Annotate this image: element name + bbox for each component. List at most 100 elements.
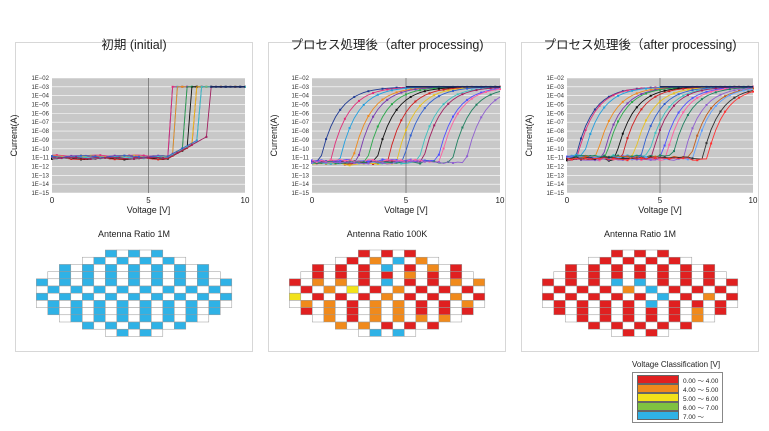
wafer-die <box>576 307 589 316</box>
wafer-die <box>162 300 175 308</box>
wafer-die <box>691 300 704 308</box>
iv-marker <box>700 98 703 101</box>
wafer-die <box>93 264 106 272</box>
iv-marker <box>456 87 459 90</box>
iv-marker <box>329 162 332 165</box>
panel-title-after-1m: プロセス処理後（after processing) <box>543 38 737 52</box>
iv-marker <box>325 161 328 164</box>
wafer-die <box>588 278 601 287</box>
wafer-die <box>680 256 693 265</box>
iv-marker <box>724 110 727 113</box>
wafer-die <box>599 300 612 308</box>
wafer-die <box>346 300 359 308</box>
wafer-die <box>105 307 118 316</box>
iv-chart-0: 1E−15 1E−14 1E−13 1E−12 1E−11 1E−10 1E−09 1E−08… <box>9 76 250 215</box>
iv-marker <box>466 155 469 158</box>
iv-marker <box>654 131 657 134</box>
wafer-die <box>70 264 83 272</box>
y-tick-label: 1E−04 <box>31 94 49 100</box>
iv-marker <box>152 157 155 160</box>
wafer-die <box>565 264 578 272</box>
wafer-die <box>358 264 371 272</box>
wafer-die <box>105 321 118 330</box>
wafer-die <box>450 278 463 287</box>
wafer-die <box>82 256 95 265</box>
iv-marker <box>437 161 440 164</box>
wafer-die <box>36 292 49 301</box>
wafer-die <box>162 321 175 330</box>
iv-marker <box>75 156 78 159</box>
y-tick-label: 1E−05 <box>31 103 49 109</box>
iv-marker <box>682 87 685 90</box>
wafer-die <box>427 307 440 316</box>
iv-marker <box>686 114 689 116</box>
wafer-die <box>680 285 693 294</box>
iv-marker <box>631 158 634 161</box>
iv-marker <box>400 159 403 162</box>
wafer-die <box>197 278 210 287</box>
iv-marker <box>649 88 652 91</box>
wafer-die <box>714 278 727 287</box>
wafer-die <box>70 314 83 323</box>
iv-marker <box>705 87 708 90</box>
wafer-die <box>197 307 210 316</box>
wafer-die <box>174 321 187 330</box>
wafer-die <box>128 314 141 323</box>
iv-marker <box>612 123 615 126</box>
wafer-die <box>473 300 486 308</box>
wafer-die <box>392 285 405 294</box>
wafer-die <box>36 278 49 287</box>
iv-marker <box>691 97 694 100</box>
wafer-die <box>611 328 624 337</box>
wafer-die <box>128 285 141 294</box>
wafer-die <box>139 314 152 323</box>
wafer-die <box>461 271 474 280</box>
wafer-die <box>691 278 704 287</box>
legend-item: 7.00 〜 <box>637 411 718 421</box>
wafer-die <box>381 300 394 308</box>
wafer-die <box>151 300 164 308</box>
y-tick-label: 1E−15 <box>546 191 564 197</box>
wafer-die <box>542 300 555 308</box>
y-tick-label: 1E−06 <box>546 111 564 117</box>
wafer-die <box>588 307 601 316</box>
wafer-die <box>668 271 681 280</box>
iv-marker <box>386 98 389 101</box>
y-tick-label: 1E−11 <box>547 156 565 162</box>
wafer-die <box>93 285 106 294</box>
iv-marker <box>181 147 184 150</box>
y-tick-label: 1E−02 <box>546 76 564 82</box>
y-tick-label: 1E−13 <box>31 173 49 179</box>
iv-marker <box>640 159 643 161</box>
iv-marker <box>575 153 578 156</box>
iv-marker <box>381 158 384 161</box>
wafer-die <box>703 292 716 301</box>
wafer-die <box>680 307 693 316</box>
wafer-die <box>369 271 382 280</box>
iv-marker <box>733 96 736 99</box>
wafer-die <box>128 278 141 287</box>
wafer-die <box>185 271 198 280</box>
wafer-die <box>622 314 635 323</box>
wafer-die <box>208 292 221 301</box>
iv-marker <box>654 155 657 158</box>
iv-marker <box>714 105 717 107</box>
iv-marker <box>70 158 73 160</box>
wafer-die <box>381 292 394 301</box>
wafer-die <box>151 314 164 323</box>
wafer-die <box>116 307 129 316</box>
iv-marker <box>395 86 398 89</box>
legend-label: 6.00 〜 7.00 <box>683 404 719 412</box>
iv-marker <box>339 160 342 162</box>
iv-marker <box>742 89 745 92</box>
iv-marker <box>654 89 657 91</box>
iv-marker <box>607 95 610 98</box>
wafer-die <box>588 300 601 308</box>
legend-label: 4.00 〜 5.00 <box>683 386 719 394</box>
iv-marker <box>452 89 454 92</box>
wafer-die <box>82 321 95 330</box>
wafer-die <box>703 285 716 294</box>
iv-marker <box>617 94 620 97</box>
iv-marker <box>405 93 407 96</box>
iv-marker <box>747 90 750 93</box>
